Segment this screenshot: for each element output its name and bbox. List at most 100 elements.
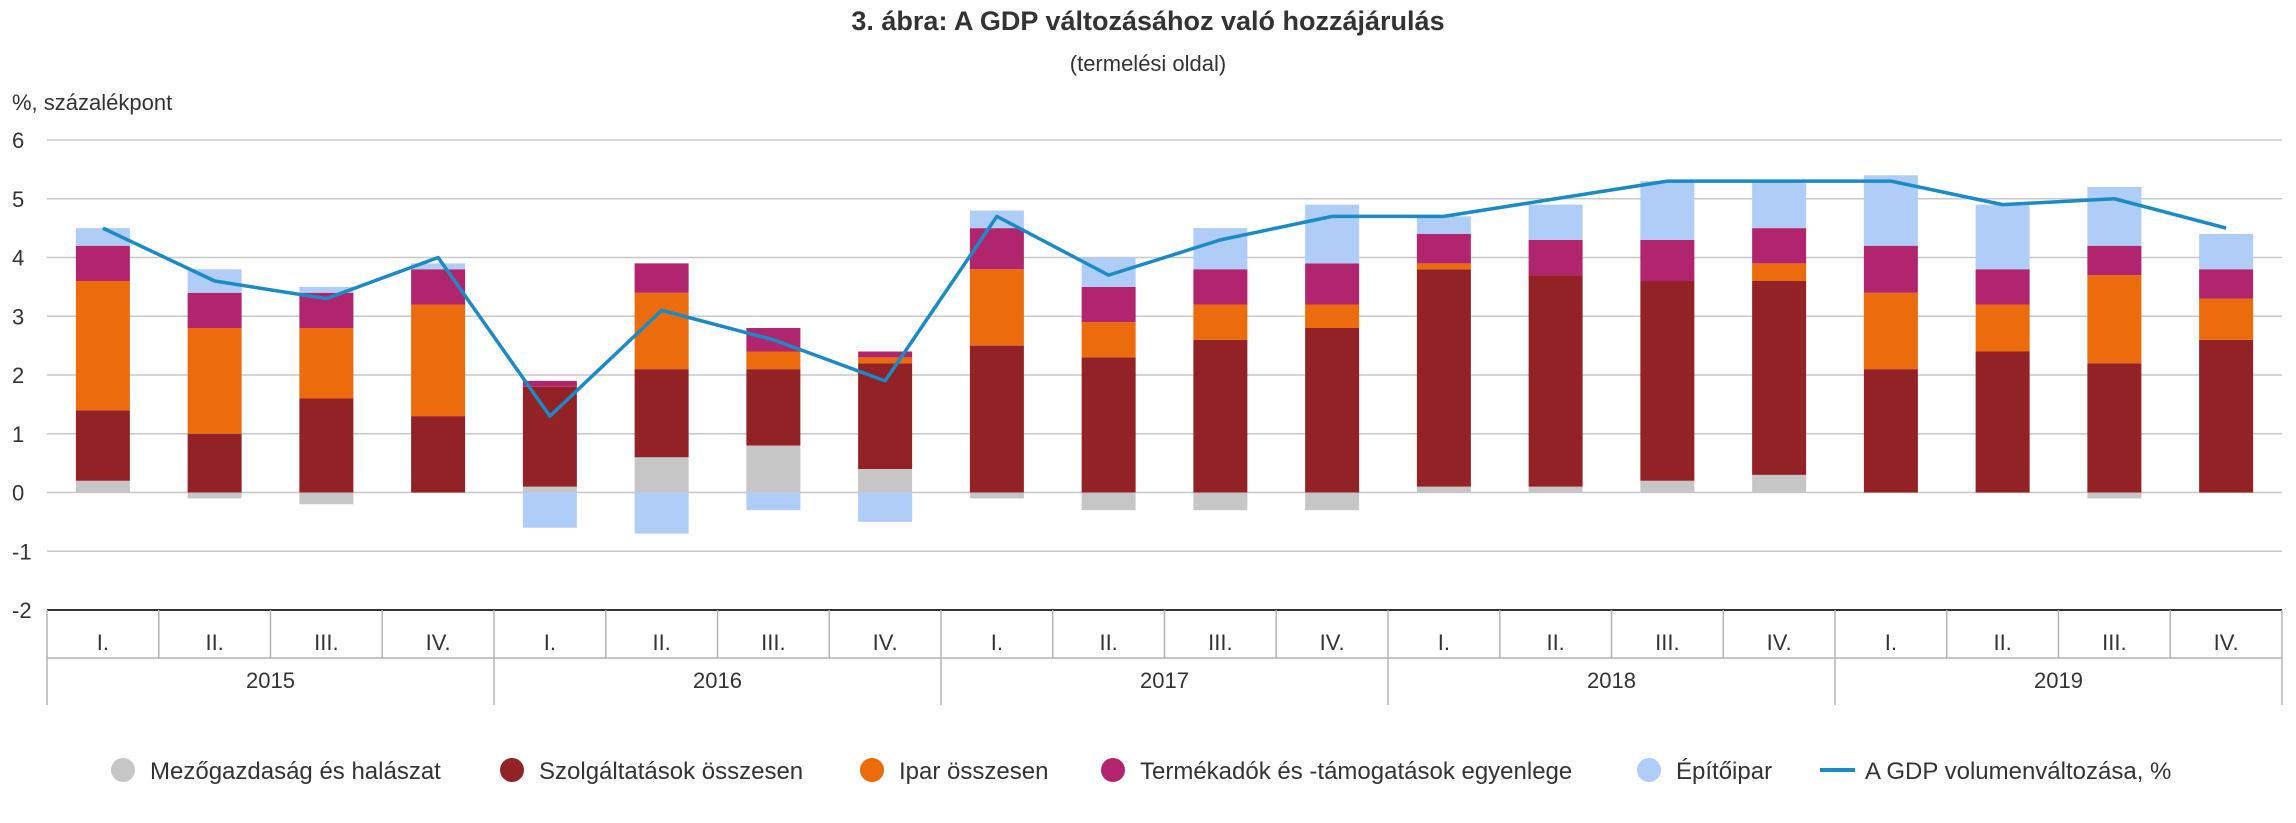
bar-segment-2-q12 xyxy=(1305,328,1360,493)
bar-segment-3-q11 xyxy=(1193,304,1248,340)
bar-segment-4-q6 xyxy=(634,263,689,293)
bar-segment-2-q17 xyxy=(1863,369,1918,493)
gdp-line-layer xyxy=(102,179,2227,418)
quarter-label: I. xyxy=(1885,630,1897,655)
bar-segment-3-q20 xyxy=(2199,298,2254,340)
bar-segment-5-q1 xyxy=(75,228,130,246)
bar-segment-4-q20 xyxy=(2199,269,2254,299)
bar-segment-1-q5 xyxy=(522,486,577,493)
bar-segment-5-q14 xyxy=(1528,204,1583,240)
bar-segment-3-q19 xyxy=(2087,275,2142,364)
bar-segment-3-q7 xyxy=(746,351,801,370)
bar-segment-2-q11 xyxy=(1193,339,1248,493)
bar-segment-2-q19 xyxy=(2087,363,2142,493)
bar-segment-2-q3 xyxy=(299,398,354,493)
bar-segment-4-q12 xyxy=(1305,263,1360,305)
bar-segment-3-q10 xyxy=(1081,322,1136,358)
bar-segment-4-q8 xyxy=(858,351,913,358)
bar-segment-4-q15 xyxy=(1640,239,1695,281)
bar-segment-2-q16 xyxy=(1752,281,1807,475)
bar-segment-5-q18 xyxy=(1975,204,2030,270)
quarter-label: III. xyxy=(761,630,785,655)
quarter-label: IV. xyxy=(2214,630,2239,655)
bar-segment-1-q1 xyxy=(75,480,130,493)
bar-segment-2-q9 xyxy=(969,345,1024,493)
bar-segment-5-q12 xyxy=(1305,204,1360,264)
bars xyxy=(75,175,2254,534)
bar-segment-1-q10 xyxy=(1081,492,1136,511)
bar-segment-3-q4 xyxy=(411,304,466,417)
y-axis-label: %, százalékpont xyxy=(12,90,172,115)
bar-segment-4-q14 xyxy=(1528,239,1583,276)
quarter-label: IV. xyxy=(426,630,451,655)
bar-segment-3-q12 xyxy=(1305,304,1360,328)
bar-segment-5-q7 xyxy=(746,492,801,511)
y-tick-label: 1 xyxy=(12,422,24,447)
quarter-label: IV. xyxy=(873,630,898,655)
bar-segment-2-q14 xyxy=(1528,275,1583,487)
year-label: 2015 xyxy=(246,668,295,693)
legend-label-4: Termékadók és -támogatások egyenlege xyxy=(1140,758,1572,785)
quarter-label: II. xyxy=(652,630,670,655)
bar-segment-1-q7 xyxy=(746,445,801,493)
quarter-label: IV. xyxy=(1767,630,1792,655)
bar-segment-1-q13 xyxy=(1416,486,1471,493)
bar-segment-4-q16 xyxy=(1752,228,1807,264)
legend-label-3: Ipar összesen xyxy=(899,758,1048,785)
legend-marker-1 xyxy=(111,758,135,782)
legend-marker-4 xyxy=(1101,758,1125,782)
bar-segment-1-q14 xyxy=(1528,486,1583,493)
quarter-label: I. xyxy=(544,630,556,655)
bar-segment-3-q17 xyxy=(1863,292,1918,370)
bar-segment-2-q1 xyxy=(75,410,130,481)
bar-segment-2-q15 xyxy=(1640,281,1695,481)
quarter-label: IV. xyxy=(1320,630,1345,655)
legend-label-line: A GDP volumenváltozása, % xyxy=(1865,758,2171,785)
quarter-label: III. xyxy=(2102,630,2126,655)
bar-segment-2-q18 xyxy=(1975,351,2030,493)
bar-segment-1-q3 xyxy=(299,492,354,505)
bar-segment-5-q15 xyxy=(1640,181,1695,240)
quarter-label: II. xyxy=(1546,630,1564,655)
bar-segment-1-q15 xyxy=(1640,480,1695,493)
bar-segment-5-q3 xyxy=(299,286,354,293)
bar-segment-4-q5 xyxy=(522,380,577,387)
bar-segment-1-q11 xyxy=(1193,492,1248,511)
chart-subtitle: (termelési oldal) xyxy=(1070,51,1227,76)
bar-segment-4-q18 xyxy=(1975,269,2030,305)
legend-label-1: Mezőgazdaság és halászat xyxy=(150,758,441,785)
bar-segment-4-q1 xyxy=(75,245,130,281)
y-tick-label: 2 xyxy=(12,363,24,388)
quarter-label: II. xyxy=(1099,630,1117,655)
legend-label-2: Szolgáltatások összesen xyxy=(539,758,803,785)
bar-segment-2-q7 xyxy=(746,369,801,446)
legend-marker-5 xyxy=(1637,758,1661,782)
bar-segment-3-q2 xyxy=(187,328,242,434)
bar-segment-3-q9 xyxy=(969,269,1024,346)
bar-segment-2-q6 xyxy=(634,369,689,458)
bar-segment-4-q19 xyxy=(2087,245,2142,276)
year-label: 2017 xyxy=(1140,668,1189,693)
x-axis: I. II. III. IV. I. II. III. IV. I. II. III. IV. I. II… xyxy=(46,609,2283,705)
bar-segment-5-q8 xyxy=(858,492,913,522)
quarter-label: II. xyxy=(205,630,223,655)
bar-segment-2-q5 xyxy=(522,386,577,487)
quarter-label: I. xyxy=(97,630,109,655)
y-tick-label: 3 xyxy=(12,304,24,329)
quarter-label: III. xyxy=(1208,630,1232,655)
bar-segment-4-q17 xyxy=(1863,245,1918,293)
y-tick-label: -2 xyxy=(12,598,32,623)
legend-marker-3 xyxy=(860,758,884,782)
bar-segment-1-q9 xyxy=(969,492,1024,499)
bar-segment-4-q13 xyxy=(1416,234,1471,264)
quarter-label: I. xyxy=(991,630,1003,655)
bar-segment-3-q13 xyxy=(1416,263,1471,270)
bar-segment-1-q6 xyxy=(634,457,689,493)
bar-segment-5-q19 xyxy=(2087,187,2142,246)
bar-segment-1-q2 xyxy=(187,492,242,499)
bar-segment-5-q20 xyxy=(2199,234,2254,270)
y-tick-label: -1 xyxy=(12,539,32,564)
bar-segment-5-q16 xyxy=(1752,181,1807,229)
bar-segment-4-q9 xyxy=(969,228,1024,270)
